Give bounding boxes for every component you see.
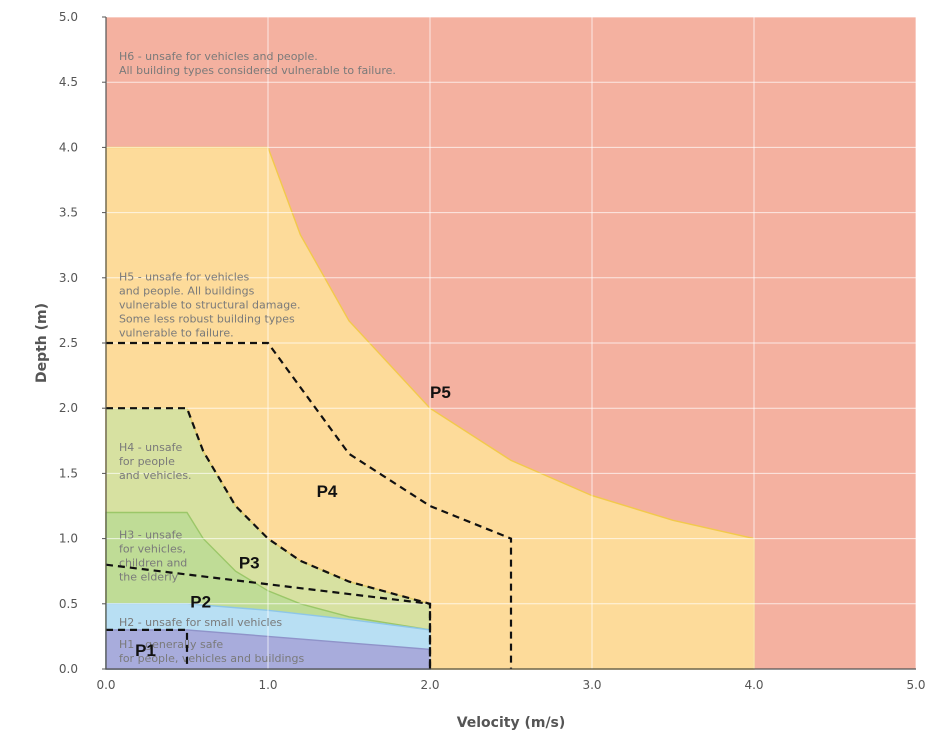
x-tick-label: 5.0 bbox=[906, 678, 925, 692]
zone-h3-line: for vehicles, bbox=[119, 543, 186, 556]
y-tick-label: 0.0 bbox=[59, 662, 78, 676]
p-line-p4 bbox=[106, 341, 513, 669]
zone-h2-line: H2 - unsafe for small vehicles bbox=[119, 616, 282, 629]
y-tick-label: 3.0 bbox=[59, 271, 78, 285]
y-tick-label: 4.0 bbox=[59, 140, 78, 154]
zone-h6-text: H6 - unsafe for vehicles and people.All … bbox=[119, 50, 396, 77]
x-tick-label: 2.0 bbox=[420, 678, 439, 692]
p-lines: P5 P4 P3 P2 P1 bbox=[105, 341, 513, 669]
zone-h3-line: H3 - unsafe bbox=[119, 529, 183, 542]
y-tick-label: 4.5 bbox=[59, 75, 78, 89]
zone-h2-text: H2 - unsafe for small vehicles bbox=[119, 616, 282, 629]
p-line-p5-label: P5 bbox=[430, 383, 451, 402]
zone-h5-line: vulnerable to failure. bbox=[119, 326, 234, 339]
x-tick-label: 1.0 bbox=[258, 678, 277, 692]
p-line-p1-label: P1 bbox=[135, 641, 156, 660]
p-line-p3 bbox=[106, 407, 432, 669]
x-tick-label: 4.0 bbox=[744, 678, 763, 692]
gridlines bbox=[106, 16, 917, 669]
zone-h5-line: Some less robust building types bbox=[119, 312, 295, 325]
zone-h1-line: H1 - generally safe bbox=[119, 638, 223, 651]
tick-labels: 0.0 1.0 2.0 3.0 4.0 5.0 0.0 0.5 1.0 1.5 2.0 2.5 3.0 3… bbox=[59, 10, 926, 692]
zone-h5-line: vulnerable to structural damage. bbox=[119, 298, 301, 311]
y-tick-label: 1.0 bbox=[59, 532, 78, 546]
x-axis-title: Velocity (m/s) bbox=[457, 715, 566, 731]
zone-h4-line: H4 - unsafe bbox=[119, 441, 183, 454]
x-tick-label: 3.0 bbox=[582, 678, 601, 692]
zone-h3-line: the elderly bbox=[119, 571, 179, 584]
zone-h6-line: All building types considered vulnerable… bbox=[119, 64, 396, 77]
zone-h6-line: H6 - unsafe for vehicles and people. bbox=[119, 50, 318, 63]
p-line-p3-label: P3 bbox=[239, 554, 260, 573]
zone-h4-line: for people bbox=[119, 455, 175, 468]
p-line-p4-label: P4 bbox=[317, 482, 338, 501]
x-tick-label: 0.0 bbox=[96, 678, 115, 692]
y-tick-label: 2.0 bbox=[59, 401, 78, 415]
y-tick-label: 1.5 bbox=[59, 466, 78, 480]
y-tick-label: 2.5 bbox=[59, 336, 78, 350]
zone-h5-line: H5 - unsafe for vehicles bbox=[119, 270, 250, 283]
p-line-p2-label: P2 bbox=[190, 593, 211, 612]
zone-h1-line: for people, vehicles and buildings bbox=[119, 652, 305, 665]
zone-h3-line: children and bbox=[119, 557, 187, 570]
p-line-p1 bbox=[106, 628, 189, 669]
y-tick-label: 0.5 bbox=[59, 597, 78, 611]
y-tick-label: 5.0 bbox=[59, 10, 78, 24]
y-tick-label: 3.5 bbox=[59, 206, 78, 220]
zone-descriptions: H6 - unsafe for vehicles and people.All … bbox=[119, 50, 396, 665]
zone-h5-line: and people. All buildings bbox=[119, 284, 255, 297]
p-line-p2 bbox=[105, 563, 432, 669]
y-axis-title: Depth (m) bbox=[34, 303, 50, 383]
zone-h4-line: and vehicles. bbox=[119, 469, 192, 482]
